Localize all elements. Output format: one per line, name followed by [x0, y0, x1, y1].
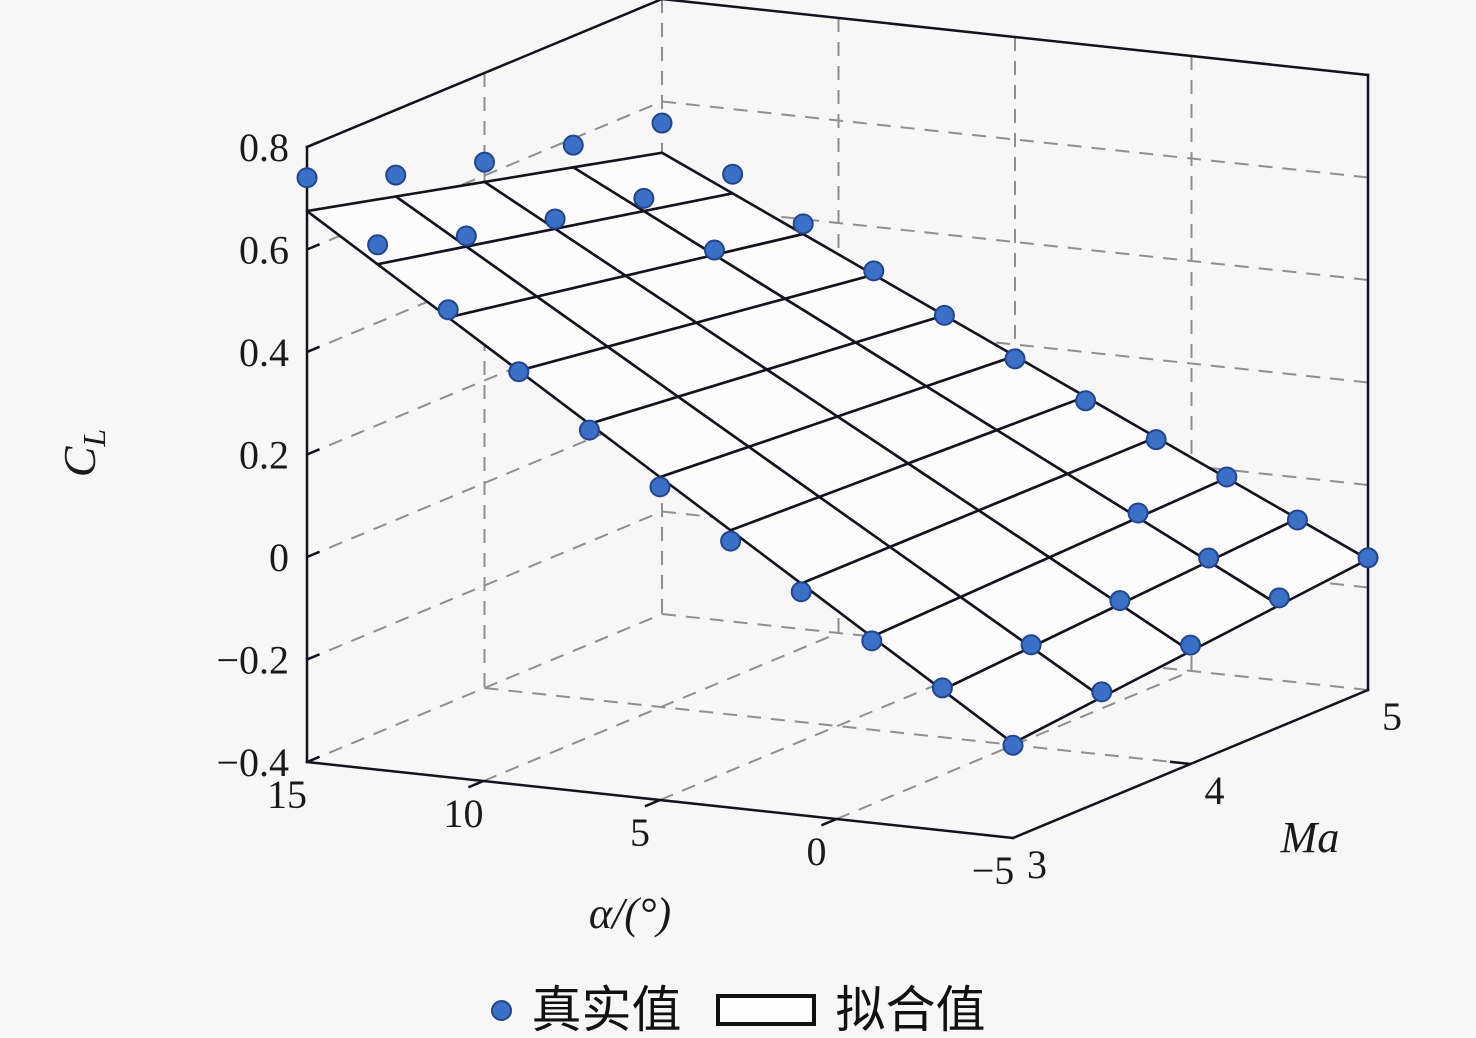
- data-point: [1020, 634, 1042, 656]
- scatter-marker-icon: [490, 999, 512, 1021]
- data-point: [1145, 429, 1167, 451]
- data-point: [1268, 587, 1290, 609]
- data-point: [385, 164, 407, 186]
- data-point: [933, 304, 955, 326]
- z-tick-label: 0: [269, 535, 289, 580]
- data-point: [792, 213, 814, 235]
- data-point: [649, 476, 671, 498]
- data-point: [1357, 547, 1379, 569]
- tick-labels: 0.8 0.6 0.4 0.2 0 −0.2 −0.415 10 5 0 −5 3 4 5: [216, 125, 1402, 893]
- data-point: [562, 134, 584, 156]
- data-point: [1198, 547, 1220, 569]
- fitted-mesh-surface: [305, 151, 1370, 745]
- data-point: [861, 630, 883, 652]
- y-tick-label: 3: [1027, 842, 1047, 887]
- data-point: [544, 208, 566, 230]
- mesh-swatch-icon: [715, 994, 816, 1026]
- data-point: [1002, 734, 1024, 756]
- data-point: [790, 581, 812, 603]
- y-axis-label: Ma: [1280, 813, 1340, 862]
- data-point: [296, 167, 318, 189]
- data-point: [1075, 390, 1097, 412]
- y-tick-label: 4: [1205, 768, 1225, 813]
- data-point: [455, 225, 477, 247]
- x-tick-label: 0: [807, 829, 827, 874]
- data-point: [931, 677, 953, 699]
- data-point: [720, 530, 742, 552]
- data-point: [1004, 348, 1026, 370]
- data-point: [722, 163, 744, 185]
- legend-item-fit: 拟合值: [715, 982, 986, 1038]
- x-tick-label: 5: [630, 810, 650, 855]
- data-point: [1127, 502, 1149, 524]
- data-point: [863, 260, 885, 282]
- x-axis-label: α/(°): [588, 889, 672, 938]
- data-point: [1216, 466, 1238, 488]
- legend-fit-label: 拟合值: [835, 982, 986, 1038]
- data-point: [1180, 634, 1201, 656]
- legend-true-label: 真实值: [531, 982, 682, 1038]
- data-point: [1109, 590, 1131, 612]
- tick-marks: [306, 140, 1191, 827]
- true-value-points: [296, 112, 1379, 756]
- z-tick-label: −0.2: [216, 638, 289, 683]
- z-tick-label: −0.4: [216, 740, 289, 785]
- data-point: [1286, 509, 1308, 531]
- x-tick-label: 15: [267, 772, 307, 817]
- legend: 真实值 拟合值: [0, 982, 1476, 1038]
- x-tick-label: −5: [972, 848, 1015, 893]
- y-tick-label: 5: [1382, 694, 1402, 739]
- data-point: [703, 239, 725, 261]
- z-axis-label: CL: [54, 428, 113, 478]
- data-point: [508, 361, 530, 383]
- data-point: [633, 187, 655, 209]
- data-point: [1091, 681, 1113, 703]
- data-point: [437, 299, 459, 321]
- data-point: [474, 151, 495, 173]
- x-tick-label: 10: [444, 791, 484, 836]
- data-point: [367, 234, 389, 256]
- data-point: [578, 419, 600, 441]
- z-tick-label: 0.2: [239, 433, 289, 478]
- z-tick-label: 0.8: [239, 125, 289, 170]
- legend-item-true: 真实值: [490, 982, 682, 1038]
- z-tick-label: 0.6: [239, 228, 289, 273]
- z-tick-label: 0.4: [239, 330, 289, 375]
- data-point: [651, 112, 673, 134]
